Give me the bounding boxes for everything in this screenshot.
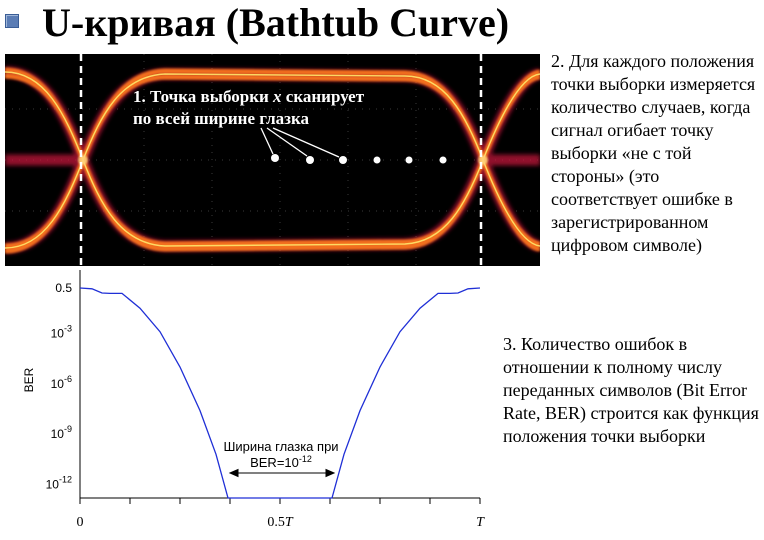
eye-diagram: 1. Точка выборки x сканирует по всей шир…	[5, 54, 540, 266]
bathtub-chart-svg: 0 0.5T T BER 0.5 10-3 10-6 10-9 10-12 Ширина г…	[22, 270, 485, 530]
y-axis-label: BER	[22, 367, 36, 392]
y-tick-label: 10-6	[51, 374, 72, 391]
eye-crossing-left	[78, 155, 88, 165]
y-tick-label: 10-9	[51, 424, 72, 441]
y-tick-label: 10-12	[46, 475, 72, 492]
title-bullet	[5, 14, 19, 28]
eye-note: 1. Точка выборки x сканирует по всей шир…	[133, 86, 364, 130]
sampling-point	[271, 154, 279, 162]
eye-width-arrow	[228, 468, 336, 478]
note-arrows	[260, 127, 340, 158]
sampling-point	[439, 156, 447, 164]
eye-note-prefix: 1. Точка выборки	[133, 87, 269, 106]
point3-text: 3. Количество ошибок в отношении к полно…	[503, 334, 759, 446]
eye-note-line1: 1. Точка выборки x сканирует	[133, 86, 364, 108]
slide-title: U-кривая (Bathtub Curve)	[42, 0, 510, 45]
sampling-point	[306, 156, 314, 164]
ber-curve	[79, 287, 481, 499]
sampling-point	[405, 156, 413, 164]
bathtub-chart: 0 0.5T T BER 0.5 10-3 10-6 10-9 10-12 Ширина г…	[0, 270, 500, 535]
eye-grid	[5, 54, 540, 266]
x-tick-label: 0.5T	[267, 515, 294, 530]
eye-crossing-right	[478, 155, 488, 165]
eye-width-label-line1: Ширина глазка при	[223, 439, 338, 454]
eye-note-line2: по всей ширине глазка	[133, 109, 310, 128]
sampling-point	[373, 156, 381, 164]
sampling-point	[339, 156, 347, 164]
point2-text: 2. Для каждого положения точки выборки и…	[551, 51, 756, 255]
y-tick-label: 0.5	[55, 281, 72, 295]
eye-traces-core	[5, 71, 540, 249]
eye-width-label-line2: BER=10-12	[250, 454, 312, 470]
y-tick-label: 10-3	[51, 323, 72, 340]
eye-note-var: x	[273, 87, 282, 106]
x-tick-label: T	[476, 515, 485, 530]
eye-note-suffix: сканирует	[285, 87, 365, 106]
sampling-points	[271, 154, 447, 164]
x-tick-label: 0	[77, 515, 84, 530]
eye-diagram-plot	[5, 54, 540, 266]
